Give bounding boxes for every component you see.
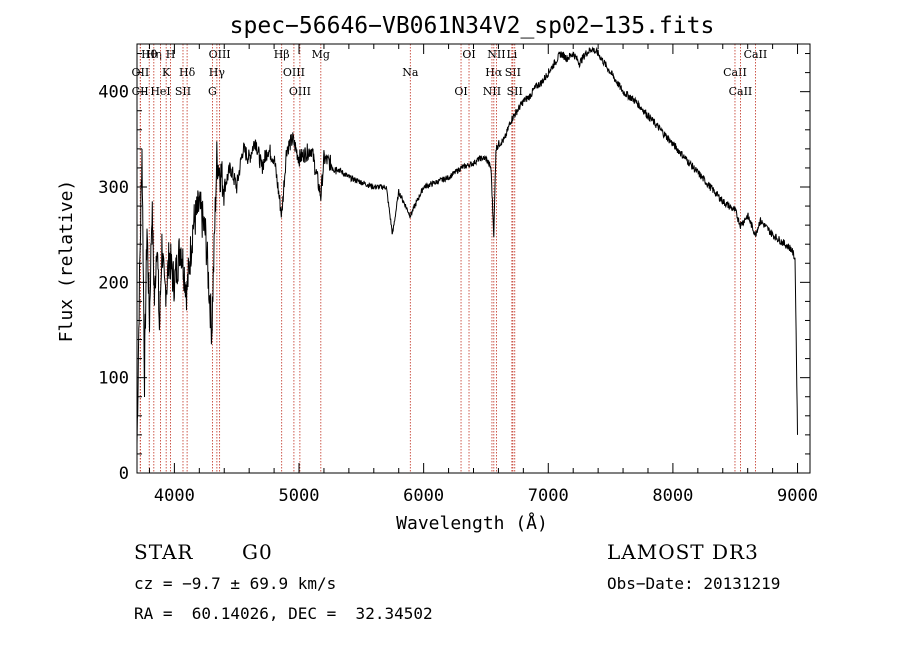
emission-line-label: SII <box>507 85 523 98</box>
coordinates-text: RA = 60.14026, DEC = 32.34502 <box>134 604 433 623</box>
emission-line-label: Mg <box>312 48 330 61</box>
survey-name: LAMOST DR3 <box>607 540 759 564</box>
emission-line-label: Hη <box>146 48 162 61</box>
emission-line-label: OI <box>462 48 475 61</box>
emission-line-label: SII <box>505 66 521 79</box>
emission-line-label: SII <box>175 85 191 98</box>
emission-line-label: G <box>208 85 217 98</box>
chart-title: spec−56646−VB061N34V2_sp02−135.fits <box>230 13 715 39</box>
x-tick-label: 4000 <box>154 486 195 506</box>
y-tick-label: 100 <box>98 369 129 389</box>
emission-line-label: CaII <box>729 85 753 98</box>
emission-line-label: Na <box>402 66 419 79</box>
spectrum-series-line <box>136 46 798 445</box>
x-tick-label: 8000 <box>652 486 693 506</box>
emission-line-label: CaII <box>723 66 747 79</box>
x-axis-label: Wavelength (Å) <box>396 512 548 534</box>
y-tick-label: 300 <box>98 178 129 198</box>
y-tick-label: 400 <box>98 83 129 103</box>
emission-line-label: OIII <box>289 85 311 98</box>
emission-line-label: OIII <box>209 48 231 61</box>
emission-line-label: K <box>162 66 171 79</box>
emission-line-label: OI <box>454 85 467 98</box>
x-tick-label: 7000 <box>528 486 569 506</box>
x-tick-label: 5000 <box>279 486 320 506</box>
emission-line-label: Hα <box>485 66 503 79</box>
emission-line-label: HeI <box>150 85 170 98</box>
emission-line-markers: HθOIICIIHηKHeIHHδSIIOIIIHγGHβOIIIOIIIMgN… <box>132 44 768 473</box>
emission-line-label: Hδ <box>179 66 196 79</box>
x-tick-label: 6000 <box>403 486 444 506</box>
object-class: STAR <box>134 540 194 564</box>
redshift-text: cz = −9.7 ± 69.9 km/s <box>134 574 337 593</box>
emission-line-label: Li <box>506 48 517 61</box>
emission-line-label: Hβ <box>274 48 290 61</box>
emission-line-label: Hγ <box>209 66 226 79</box>
plot-frame <box>136 43 811 474</box>
obs-date-text: Obs−Date: 20131219 <box>607 574 781 593</box>
emission-line-label: OIII <box>283 66 305 79</box>
y-tick-label: 200 <box>98 273 129 293</box>
y-tick-label: 0 <box>119 464 129 484</box>
axis-ticks: 4000 5000 6000 7000 8000 9000 0 100 200 300 400 <box>98 44 818 506</box>
object-subclass: G0 <box>242 540 273 564</box>
y-axis-label: Flux (relative) <box>56 180 77 343</box>
emission-line-label: H <box>166 48 176 61</box>
emission-line-label: NII <box>487 48 505 61</box>
emission-line-label: NII <box>483 85 501 98</box>
emission-line-label: CaII <box>744 48 768 61</box>
x-tick-label: 9000 <box>777 486 818 506</box>
